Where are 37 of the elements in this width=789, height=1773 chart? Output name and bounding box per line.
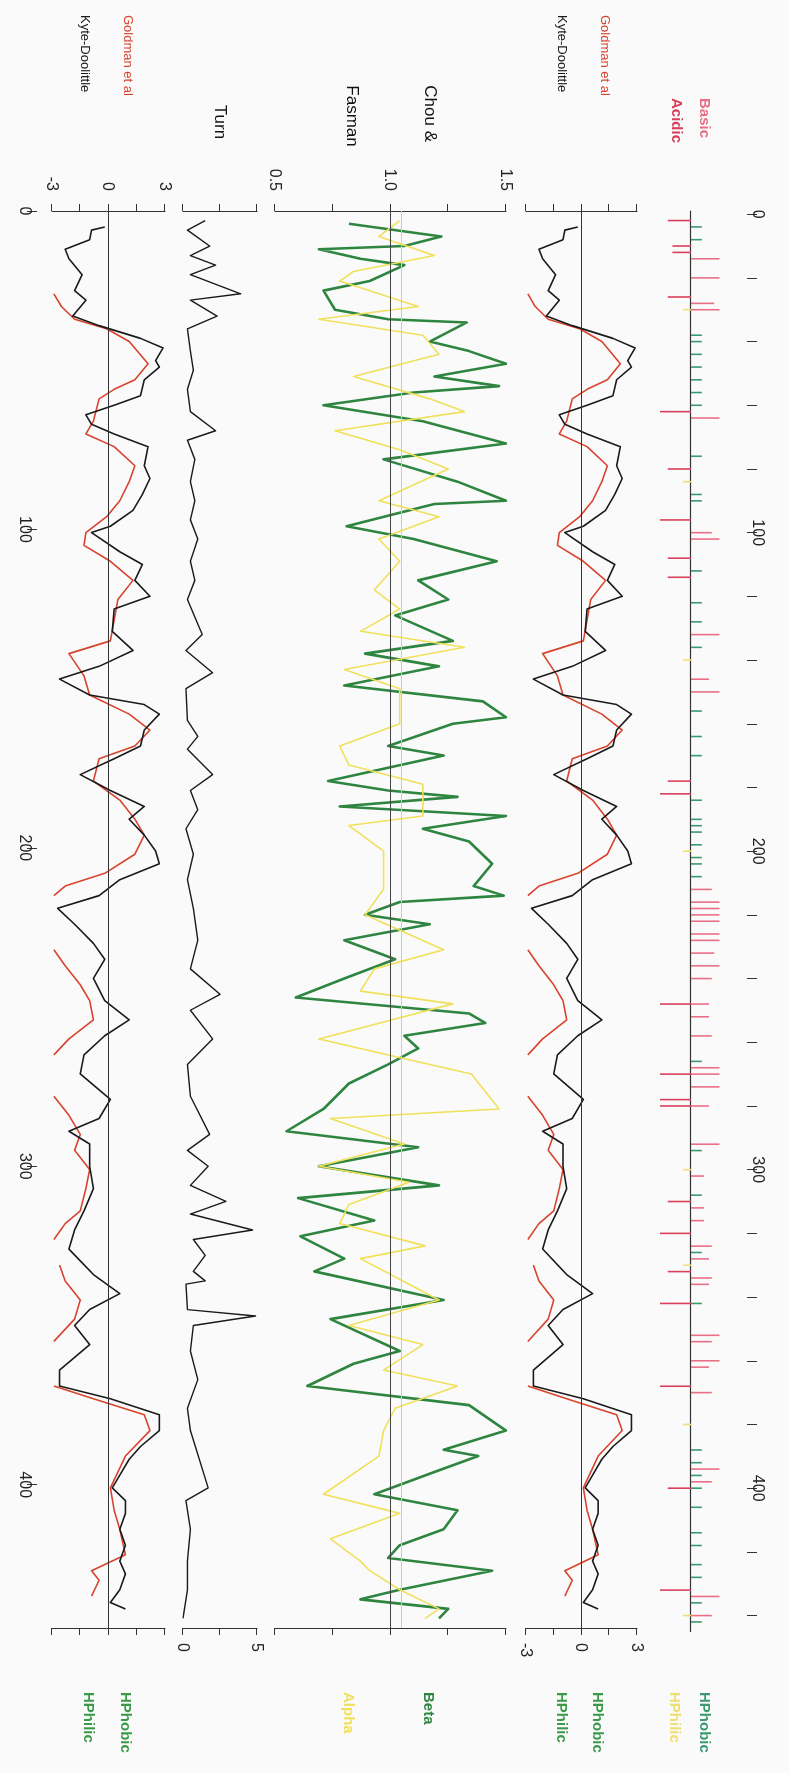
x-tick-label: 0 bbox=[174, 1643, 192, 1652]
x-tick-label: 5 bbox=[248, 1643, 266, 1652]
text: HPhobic bbox=[697, 1692, 714, 1753]
text: Chou & Fasman bbox=[343, 85, 440, 147]
y-tick-label: 200 bbox=[749, 837, 767, 865]
text: Beta bbox=[421, 1692, 438, 1726]
x-tick-label: -3 bbox=[517, 1643, 535, 1658]
x-tick-label: -3 bbox=[43, 176, 61, 192]
x-tick-label: 1.5 bbox=[497, 168, 515, 192]
y-tick-label: 0 bbox=[16, 206, 34, 216]
x-tick-label: 0 bbox=[573, 1643, 590, 1652]
text: HPhobic bbox=[590, 1692, 607, 1753]
text: Acidic bbox=[669, 98, 686, 144]
x-tick-label: 1.0 bbox=[382, 168, 399, 192]
text: Goldman et al bbox=[598, 15, 613, 97]
x-tick-label: 0 bbox=[100, 182, 117, 192]
y-axis-title: Turn bbox=[210, 104, 230, 140]
text: Basic bbox=[697, 98, 714, 139]
text: Kyte-Doolittle bbox=[78, 15, 93, 93]
x-tick-label: 0.5 bbox=[266, 168, 284, 192]
y-tick-label: 300 bbox=[16, 1152, 34, 1180]
text: Alpha bbox=[341, 1692, 358, 1735]
x-tick-label: 3 bbox=[156, 182, 174, 192]
y-tick-label: 200 bbox=[16, 834, 34, 862]
text: Goldman et al bbox=[121, 15, 136, 97]
text: HPhilic bbox=[81, 1692, 98, 1743]
y-tick-label: 100 bbox=[749, 519, 767, 547]
text: HPhobic bbox=[118, 1692, 135, 1753]
y-tick-label: 100 bbox=[16, 516, 34, 543]
text: HPhilic bbox=[554, 1692, 571, 1743]
text: HPhilic bbox=[667, 1692, 684, 1743]
y-tick-label: 400 bbox=[16, 1471, 34, 1499]
text: Kyte-Doolittle bbox=[555, 15, 570, 93]
y-tick-label: 400 bbox=[749, 1474, 767, 1502]
y-tick-label: 0 bbox=[749, 209, 767, 219]
x-tick-label: 3 bbox=[628, 1643, 646, 1652]
y-tick-label: 300 bbox=[749, 1156, 767, 1184]
